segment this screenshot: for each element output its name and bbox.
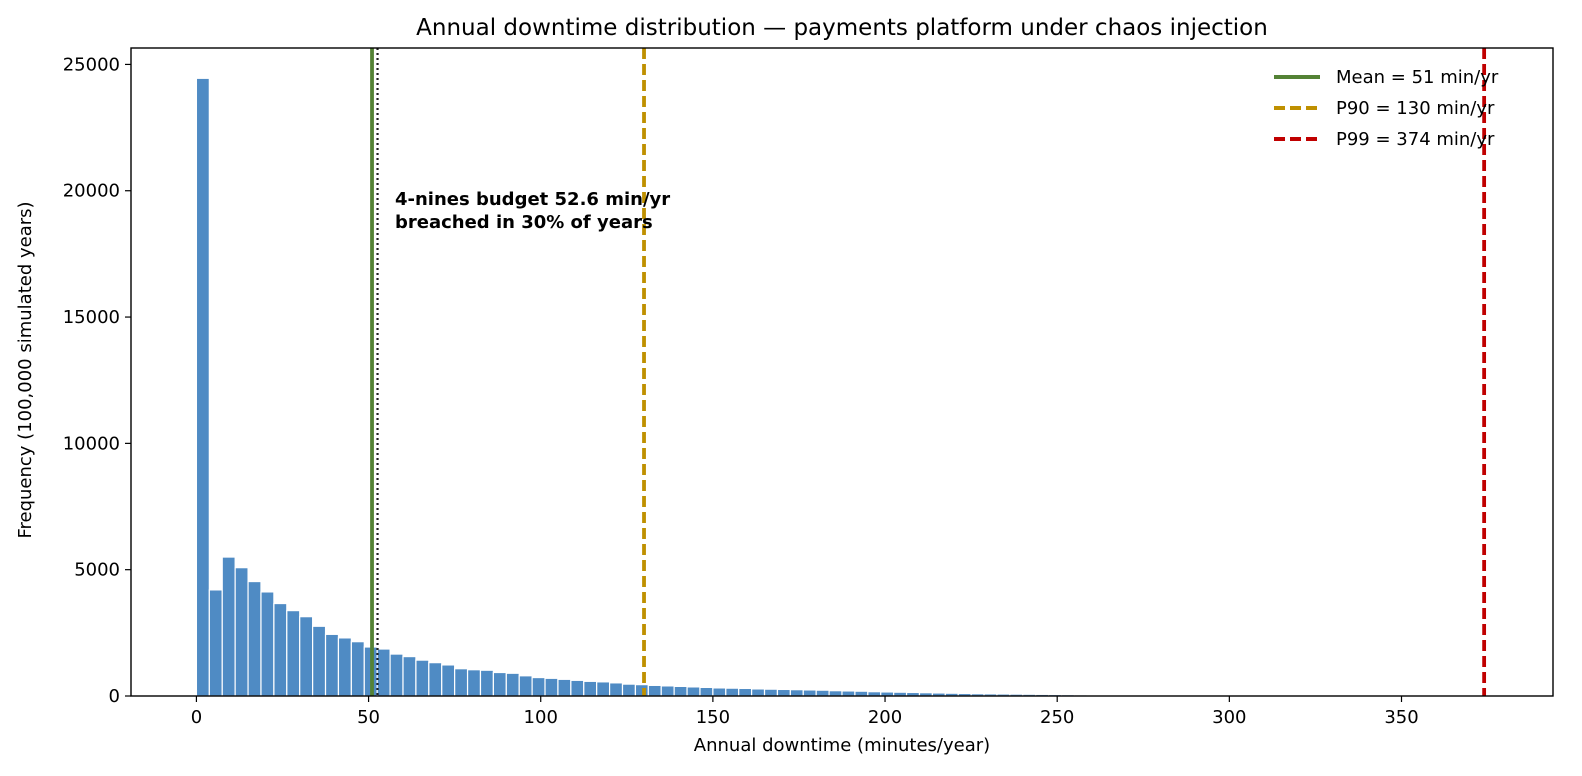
histogram-bar xyxy=(763,688,779,697)
histogram-bar xyxy=(286,610,301,697)
histogram-bar xyxy=(299,616,314,697)
histogram-bar xyxy=(634,684,649,697)
budget-annotation: 4-nines budget 52.6 min/yr breached in 3… xyxy=(395,189,670,233)
x-axis-label: Annual downtime (minutes/year) xyxy=(694,735,990,756)
legend-label: P99 = 374 min/yr xyxy=(1336,129,1495,150)
x-tick-label: 50 xyxy=(357,707,380,728)
histogram-bar xyxy=(802,689,817,697)
histogram-bar xyxy=(854,690,869,697)
y-tick-label: 20000 xyxy=(63,181,120,202)
x-axis-ticks: 0 50 100 150 200 250 300 350 xyxy=(191,696,1419,728)
histogram-bar xyxy=(621,683,637,697)
histogram-bar xyxy=(712,687,727,697)
histogram-bar xyxy=(260,591,275,697)
histogram-bar xyxy=(454,668,469,697)
histogram-bar xyxy=(505,672,520,697)
histogram-bar xyxy=(699,686,714,697)
histogram-bar xyxy=(337,637,352,697)
histogram-bar xyxy=(531,676,546,697)
x-tick-label: 350 xyxy=(1384,707,1418,728)
x-tick-label: 300 xyxy=(1212,707,1246,728)
x-tick-label: 150 xyxy=(696,707,730,728)
histogram-bar xyxy=(828,690,843,697)
x-tick-label: 250 xyxy=(1040,707,1074,728)
histogram-bar xyxy=(789,689,804,697)
histogram-bar xyxy=(738,687,753,697)
histogram-bar xyxy=(324,633,340,697)
histogram-bars xyxy=(195,77,1489,697)
histogram-bar xyxy=(350,641,365,697)
histogram-bar xyxy=(583,680,598,697)
y-axis-label: Frequency (100,000 simulated years) xyxy=(15,201,36,538)
x-tick-label: 100 xyxy=(524,707,558,728)
histogram-bar xyxy=(518,675,533,697)
y-axis-ticks: 0 5000 10000 15000 20000 25000 xyxy=(63,54,131,707)
histogram-bar xyxy=(376,648,391,697)
histogram-bar xyxy=(725,687,740,697)
histogram-bar xyxy=(273,602,288,697)
histogram-bar xyxy=(479,669,494,697)
histogram-bar xyxy=(312,625,327,697)
histogram-bar xyxy=(544,677,559,697)
histogram-bar xyxy=(195,77,210,697)
histogram-bar xyxy=(596,681,611,697)
histogram-bar xyxy=(815,689,830,697)
chart-title: Annual downtime distribution — payments … xyxy=(416,15,1268,41)
histogram-bar xyxy=(441,664,456,697)
histogram-bar xyxy=(208,589,223,697)
histogram-bar xyxy=(660,685,675,697)
y-tick-label: 5000 xyxy=(74,560,120,581)
histogram-bar xyxy=(415,659,430,697)
histogram-bar xyxy=(428,662,443,697)
legend: Mean = 51 min/yr P90 = 130 min/yr P99 = 37… xyxy=(1274,67,1499,150)
histogram-bar xyxy=(221,556,236,697)
annotation-line-2: breached in 30% of years xyxy=(395,212,653,233)
histogram-bar xyxy=(608,682,624,697)
histogram-bar xyxy=(234,567,249,697)
histogram-bar xyxy=(247,580,262,697)
reference-lines xyxy=(370,48,1487,696)
histogram-bar xyxy=(466,669,482,697)
histogram-bar xyxy=(673,685,688,697)
histogram-bar xyxy=(647,684,662,697)
histogram-bar xyxy=(557,678,572,697)
histogram-bar xyxy=(686,686,701,697)
histogram-bar xyxy=(402,655,417,697)
histogram-bar xyxy=(776,688,791,697)
y-tick-label: 25000 xyxy=(63,54,120,75)
histogram-bar xyxy=(841,690,856,697)
x-tick-label: 0 xyxy=(191,707,202,728)
y-tick-label: 15000 xyxy=(63,307,120,328)
histogram-bar xyxy=(492,671,507,697)
histogram-bar xyxy=(751,688,766,697)
x-tick-label: 200 xyxy=(868,707,902,728)
histogram-bar xyxy=(570,679,585,697)
y-tick-label: 0 xyxy=(109,686,120,707)
legend-label: Mean = 51 min/yr xyxy=(1336,67,1499,88)
annotation-line-1: 4-nines budget 52.6 min/yr xyxy=(395,189,670,210)
histogram-bar xyxy=(389,653,404,697)
y-tick-label: 10000 xyxy=(63,433,120,454)
plot-frame xyxy=(130,47,1554,697)
legend-label: P90 = 130 min/yr xyxy=(1336,98,1495,119)
